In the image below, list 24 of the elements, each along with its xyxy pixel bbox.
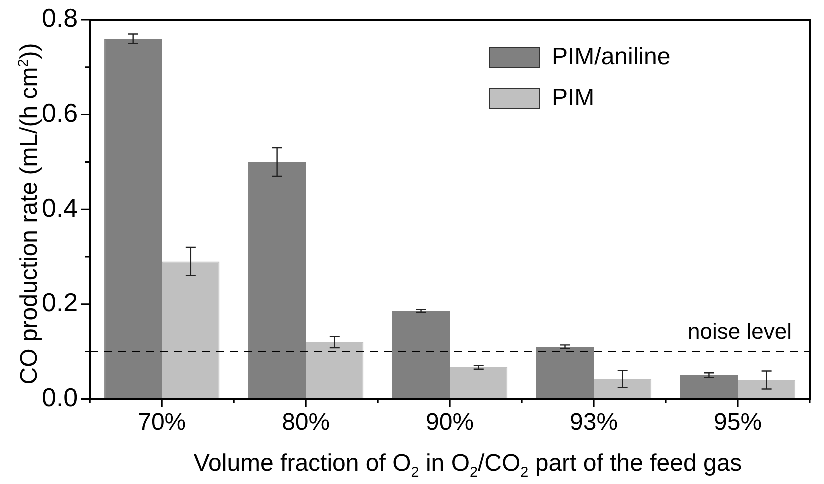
x-tick-label: 70% — [138, 409, 186, 436]
legend-label: PIM/aniline — [552, 44, 671, 71]
y-tick-label: 0.4 — [42, 192, 78, 223]
bar — [306, 342, 364, 400]
x-axis-title: Volume fraction of O$_{2}$ in O$_{2}$/CO$_{2}$ part of the feed gas — [192, 450, 744, 481]
y-tick-label: 0.2 — [42, 288, 78, 318]
bar — [680, 376, 738, 400]
bar — [536, 347, 594, 400]
legend-label: PIM — [552, 84, 595, 112]
bar — [104, 38, 162, 400]
bar — [738, 380, 796, 400]
bar — [594, 379, 652, 400]
x-tick-label: 80% — [282, 409, 330, 436]
y-tick-label: 0.0 — [42, 382, 78, 412]
x-tick-label: 95% — [714, 409, 762, 436]
y-tick-label: 0.8 — [42, 3, 78, 34]
x-tick-label: 90% — [426, 409, 474, 436]
bar — [162, 262, 220, 400]
bar — [392, 311, 450, 400]
bar — [450, 367, 508, 400]
ref-line-label: noise level — [688, 318, 792, 344]
x-tick-label: 93% — [570, 409, 618, 436]
bar — [248, 162, 306, 400]
y-tick-label: 0.6 — [42, 98, 78, 128]
